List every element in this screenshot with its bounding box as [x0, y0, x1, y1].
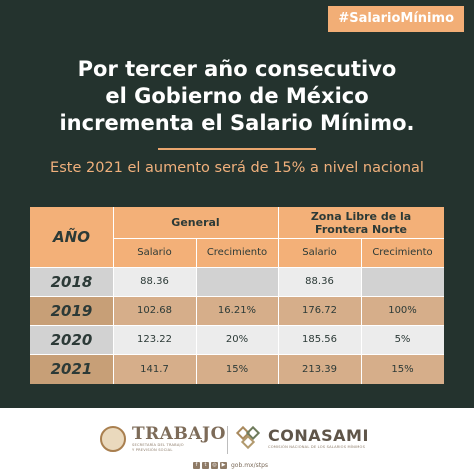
grid-line [30, 325, 444, 326]
conasami-logo: CONASAMI COMISIÓN NACIONAL DE LOS SALARI… [235, 425, 369, 451]
social-links: f t ◎ ▶ gob.mx/stps [193, 462, 268, 469]
col-header-general-crecimiento: Crecimiento [196, 238, 278, 267]
trabajo-name: TRABAJO [132, 424, 226, 444]
grid-line [113, 207, 114, 384]
group-header-general: General [113, 207, 278, 238]
table-cell-zona-crecimiento: 100% [361, 296, 444, 325]
trabajo-sub-2: Y PREVISIÓN SOCIAL [132, 447, 173, 452]
grid-line [30, 354, 444, 355]
headline-line-1: Por tercer año consecutivo [77, 57, 397, 81]
table-cell-general-salario: 102.68 [113, 296, 196, 325]
trabajo-sub-1: SECRETARÍA DEL TRABAJO [132, 443, 184, 447]
website-link[interactable]: gob.mx/stps [231, 462, 269, 469]
headline-line-3: incrementa el Salario Mínimo. [59, 111, 415, 135]
table-cell-general-salario: 88.36 [113, 267, 196, 296]
headline: Por tercer año consecutivo el Gobierno d… [12, 56, 462, 137]
hashtag-badge: #SalarioMínimo [328, 6, 464, 32]
conasami-emblem-icon [235, 425, 262, 451]
subtitle: Este 2021 el aumento será de 15% a nivel… [50, 160, 424, 176]
col-header-zona-salario: Salario [278, 238, 361, 267]
eagle-seal-icon [100, 425, 126, 452]
year-header: AÑO [30, 207, 113, 267]
table-cell-zona-salario: 88.36 [278, 267, 361, 296]
table-row-year: 2018 [30, 267, 113, 296]
group-header-zona-line-2: Frontera Norte [315, 222, 407, 236]
conasami-name: CONASAMI [268, 425, 369, 445]
table-cell-zona-salario: 185.56 [278, 325, 361, 354]
conasami-wordmark: CONASAMI COMISIÓN NACIONAL DE LOS SALARI… [268, 425, 369, 450]
instagram-icon[interactable]: ◎ [211, 462, 218, 469]
group-header-zona: Zona Libre de la Frontera Norte [278, 207, 444, 238]
grid-line [196, 238, 197, 384]
headline-line-2: el Gobierno de México [105, 84, 369, 108]
table-cell-general-crecimiento: 20% [196, 325, 278, 354]
col-header-zona-crecimiento: Crecimiento [361, 238, 444, 267]
grid-line [278, 207, 279, 384]
group-header-zona-line-1: Zona Libre de la [310, 209, 412, 223]
conasami-sub: COMISIÓN NACIONAL DE LOS SALARIOS MÍNIMO… [268, 444, 366, 449]
col-header-general-salario: Salario [113, 238, 196, 267]
table-cell-general-crecimiento: 16.21% [196, 296, 278, 325]
table-cell-general-crecimiento: 15% [196, 354, 278, 384]
grid-line [30, 267, 444, 268]
grid-line [30, 296, 444, 297]
table-cell-general-salario: 123.22 [113, 325, 196, 354]
grid-line [361, 238, 362, 384]
salary-table: AÑO General Zona Libre de la Frontera No… [30, 207, 444, 384]
table-cell-zona-salario: 176.72 [278, 296, 361, 325]
table-row-year: 2021 [30, 354, 113, 384]
youtube-icon[interactable]: ▶ [220, 462, 227, 469]
twitter-icon[interactable]: t [202, 462, 209, 469]
facebook-icon[interactable]: f [193, 462, 200, 469]
trabajo-logo: TRABAJO SECRETARÍA DEL TRABAJO Y PREVISI… [100, 425, 226, 452]
footer: TRABAJO SECRETARÍA DEL TRABAJO Y PREVISI… [0, 408, 474, 474]
title-divider [158, 148, 316, 150]
table-cell-general-crecimiento [196, 267, 278, 296]
table-cell-zona-salario: 213.39 [278, 354, 361, 384]
table-row-year: 2020 [30, 325, 113, 354]
table-cell-general-salario: 141.7 [113, 354, 196, 384]
table-cell-zona-crecimiento: 5% [361, 325, 444, 354]
table-cell-zona-crecimiento [361, 267, 444, 296]
table-row-year: 2019 [30, 296, 113, 325]
logo-separator [227, 426, 228, 454]
trabajo-wordmark: TRABAJO SECRETARÍA DEL TRABAJO Y PREVISI… [132, 425, 226, 452]
main-panel: #SalarioMínimo Por tercer año consecutiv… [0, 0, 474, 408]
table-cell-zona-crecimiento: 15% [361, 354, 444, 384]
